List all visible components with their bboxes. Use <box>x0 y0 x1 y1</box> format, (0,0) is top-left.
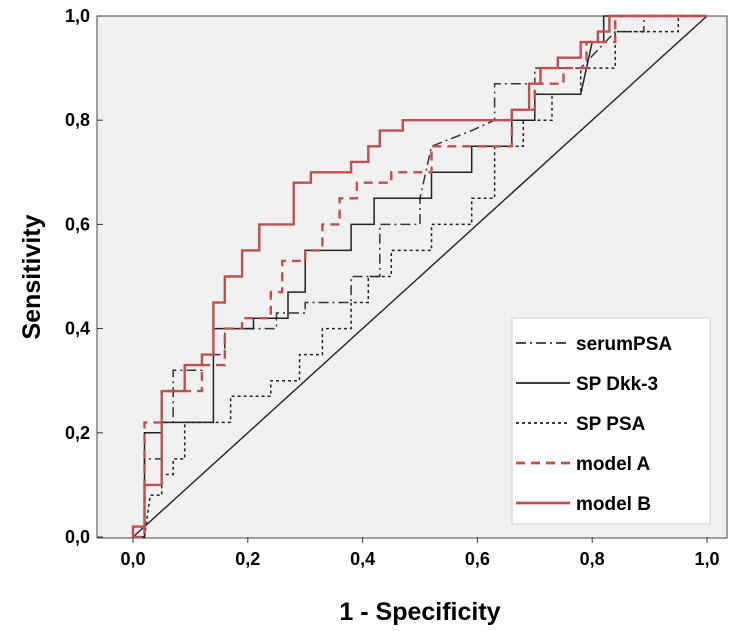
x-tick-label: 0,8 <box>580 549 605 569</box>
y-tick-label: 0,4 <box>65 319 90 339</box>
series-serumpsa <box>133 15 707 538</box>
legend-label-model-a: model A <box>576 454 651 475</box>
legend-label-model-b: model B <box>576 494 651 515</box>
legend-label-sp-psa: SP PSA <box>576 414 646 435</box>
x-tick-label: 0,2 <box>235 549 260 569</box>
legend-label-serumpsa: serumPSA <box>576 334 672 355</box>
y-tick-label: 0,6 <box>65 214 90 234</box>
x-tick-label: 0,6 <box>465 549 490 569</box>
x-tick-label: 0,0 <box>120 549 145 569</box>
y-tick-label: 1,0 <box>65 6 90 26</box>
y-tick-label: 0,8 <box>65 110 90 130</box>
x-tick-label: 1,0 <box>694 549 719 569</box>
x-tick-label: 0,4 <box>350 549 375 569</box>
y-tick-label: 0,2 <box>65 423 90 443</box>
y-tick-label: 0,0 <box>65 527 90 547</box>
series-sp-psa <box>133 15 707 538</box>
series-model-b <box>131 14 707 537</box>
legend-box <box>511 317 711 525</box>
reference-diagonal <box>132 15 708 538</box>
series-model-a <box>133 14 707 539</box>
y-axis-title: Sensitivity <box>18 214 46 339</box>
x-axis-title: 1 - Specificity <box>339 598 500 626</box>
legend-label-sp-dkk-3: SP Dkk-3 <box>576 374 658 395</box>
